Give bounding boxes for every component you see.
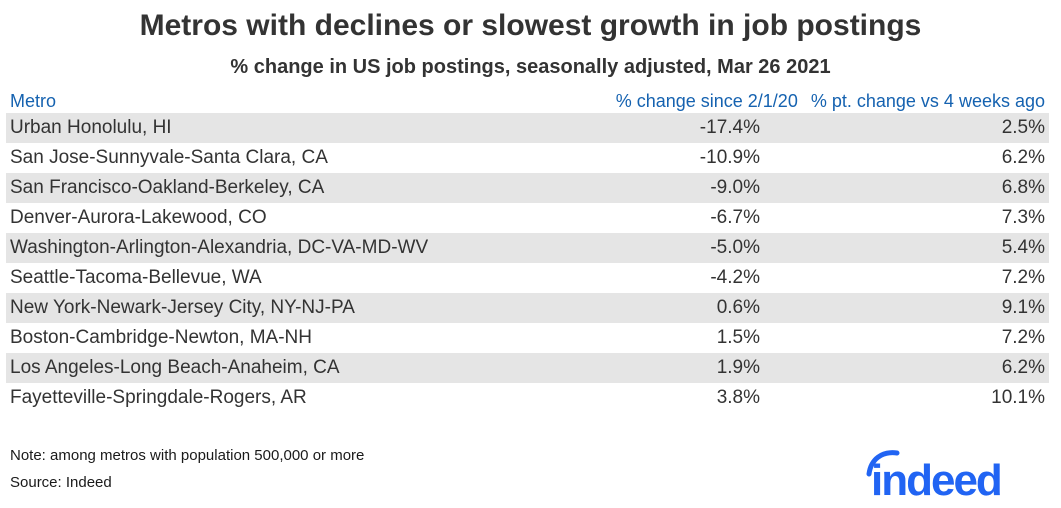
- metro-cell: Denver-Aurora-Lakewood, CO: [10, 207, 267, 228]
- table-row: Denver-Aurora-Lakewood, CO -6.7% 7.3%: [6, 203, 1049, 233]
- table-body: Urban Honolulu, HI -17.4% 2.5% San Jose-…: [6, 113, 1049, 413]
- table-row: Fayetteville-Springdale-Rogers, AR 3.8% …: [6, 383, 1049, 413]
- pt-change-cell: 5.4%: [1001, 237, 1045, 258]
- footnote: Note: among metros with population 500,0…: [10, 447, 365, 464]
- pt-change-cell: 10.1%: [991, 387, 1045, 408]
- metro-cell: Los Angeles-Long Beach-Anaheim, CA: [10, 357, 340, 378]
- pt-change-cell: 6.8%: [1001, 177, 1045, 198]
- pt-change-cell: 2.5%: [1001, 117, 1045, 138]
- page-title: Metros with declines or slowest growth i…: [139, 9, 922, 42]
- table-row: San Jose-Sunnyvale-Santa Clara, CA -10.9…: [6, 143, 1049, 173]
- change-since-cell: 1.5%: [716, 327, 760, 348]
- table-row: San Francisco-Oakland-Berkeley, CA -9.0%…: [6, 173, 1049, 203]
- metro-cell: New York-Newark-Jersey City, NY-NJ-PA: [10, 297, 355, 318]
- pt-change-cell: 7.2%: [1001, 267, 1045, 288]
- change-since-cell: -6.7%: [710, 207, 760, 228]
- table-row: New York-Newark-Jersey City, NY-NJ-PA 0.…: [6, 293, 1049, 323]
- change-since-cell: -17.4%: [699, 117, 760, 138]
- pt-change-cell: 6.2%: [1001, 147, 1045, 168]
- metro-cell: San Jose-Sunnyvale-Santa Clara, CA: [10, 147, 328, 168]
- table-row: Washington-Arlington-Alexandria, DC-VA-M…: [6, 233, 1049, 263]
- change-since-cell: 0.6%: [716, 297, 760, 318]
- table-header-row: Metro % change since 2/1/20 % pt. change…: [6, 89, 1049, 113]
- value-column-headers: % change since 2/1/20 % pt. change vs 4 …: [616, 91, 1045, 112]
- metro-cell: Washington-Arlington-Alexandria, DC-VA-M…: [10, 237, 429, 258]
- logo-wordmark: indeed: [871, 456, 1001, 505]
- pt-change-cell: 7.2%: [1001, 327, 1045, 348]
- metro-cell: Urban Honolulu, HI: [10, 117, 172, 138]
- table-row: Boston-Cambridge-Newton, MA-NH 1.5% 7.2%: [6, 323, 1049, 353]
- pt-change-cell: 6.2%: [1001, 357, 1045, 378]
- indeed-logo: indeed: [863, 446, 1013, 505]
- change-since-cell: -10.9%: [699, 147, 760, 168]
- metro-cell: Seattle-Tacoma-Bellevue, WA: [10, 267, 262, 288]
- change-since-cell: -9.0%: [710, 177, 760, 198]
- source-line: Source: Indeed: [10, 474, 112, 491]
- change-since-cell: -5.0%: [710, 237, 760, 258]
- metro-cell: San Francisco-Oakland-Berkeley, CA: [10, 177, 325, 198]
- metro-cell: Boston-Cambridge-Newton, MA-NH: [10, 327, 312, 348]
- table-row: Los Angeles-Long Beach-Anaheim, CA 1.9% …: [6, 353, 1049, 383]
- pt-change-cell: 7.3%: [1001, 207, 1045, 228]
- column-header-change-since: % change since 2/1/20: [615, 90, 798, 111]
- page-subtitle: % change in US job postings, seasonally …: [230, 56, 831, 78]
- change-since-cell: -4.2%: [710, 267, 760, 288]
- column-header-pt-change: % pt. change vs 4 weeks ago: [810, 90, 1045, 111]
- table-row: Seattle-Tacoma-Bellevue, WA -4.2% 7.2%: [6, 263, 1049, 293]
- table-row: Urban Honolulu, HI -17.4% 2.5%: [6, 113, 1049, 143]
- metro-cell: Fayetteville-Springdale-Rogers, AR: [10, 387, 307, 408]
- change-since-cell: 1.9%: [716, 357, 760, 378]
- column-header-metro: Metro: [10, 90, 57, 111]
- pt-change-cell: 9.1%: [1001, 297, 1045, 318]
- logo-swoosh-icon: [866, 450, 900, 477]
- change-since-cell: 3.8%: [716, 387, 760, 408]
